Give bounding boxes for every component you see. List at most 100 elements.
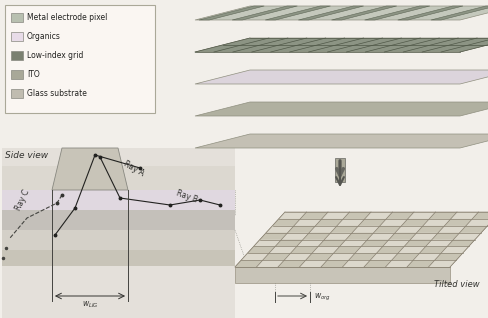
Polygon shape xyxy=(235,260,262,267)
Polygon shape xyxy=(247,246,275,253)
Polygon shape xyxy=(459,226,487,233)
Polygon shape xyxy=(364,6,429,20)
Polygon shape xyxy=(452,233,480,239)
Polygon shape xyxy=(311,246,339,253)
Polygon shape xyxy=(195,102,488,116)
Polygon shape xyxy=(195,38,488,52)
Polygon shape xyxy=(343,212,370,219)
Bar xyxy=(334,158,345,182)
Polygon shape xyxy=(235,267,449,283)
Polygon shape xyxy=(401,219,428,226)
Polygon shape xyxy=(361,239,388,246)
Polygon shape xyxy=(409,233,437,239)
Polygon shape xyxy=(331,6,396,20)
Polygon shape xyxy=(354,246,382,253)
Polygon shape xyxy=(419,246,447,253)
Polygon shape xyxy=(321,212,349,219)
Polygon shape xyxy=(298,6,363,20)
Polygon shape xyxy=(195,70,488,84)
Polygon shape xyxy=(235,212,488,267)
Text: Glass substrate: Glass substrate xyxy=(27,89,87,98)
Polygon shape xyxy=(431,233,459,239)
Polygon shape xyxy=(52,148,128,190)
Polygon shape xyxy=(232,6,297,20)
Text: Ray C: Ray C xyxy=(14,188,31,212)
Text: Tilted view: Tilted view xyxy=(433,280,479,289)
Polygon shape xyxy=(330,226,358,233)
Polygon shape xyxy=(388,233,416,239)
Polygon shape xyxy=(260,233,287,239)
Polygon shape xyxy=(305,253,333,260)
Text: Metal electrode pixel: Metal electrode pixel xyxy=(27,13,107,22)
Polygon shape xyxy=(364,212,392,219)
Polygon shape xyxy=(308,226,336,233)
Polygon shape xyxy=(241,253,268,260)
Polygon shape xyxy=(471,212,488,219)
Text: $w_{LIG}$: $w_{LIG}$ xyxy=(81,300,98,310)
Polygon shape xyxy=(447,239,474,246)
Text: ITO: ITO xyxy=(27,70,40,79)
Polygon shape xyxy=(265,226,293,233)
Polygon shape xyxy=(363,260,391,267)
Polygon shape xyxy=(324,233,351,239)
Polygon shape xyxy=(296,239,324,246)
Text: Side view: Side view xyxy=(5,151,48,160)
Polygon shape xyxy=(450,212,478,219)
Polygon shape xyxy=(440,246,468,253)
Polygon shape xyxy=(284,253,311,260)
Polygon shape xyxy=(437,226,465,233)
Polygon shape xyxy=(351,226,379,233)
Polygon shape xyxy=(299,260,326,267)
Bar xyxy=(5,5,155,113)
Text: Low-index grid: Low-index grid xyxy=(27,51,83,60)
Polygon shape xyxy=(382,239,409,246)
Polygon shape xyxy=(278,260,305,267)
Bar xyxy=(11,13,23,22)
Text: Ray B: Ray B xyxy=(175,189,198,205)
Polygon shape xyxy=(367,233,394,239)
Polygon shape xyxy=(253,239,281,246)
Polygon shape xyxy=(386,212,413,219)
Polygon shape xyxy=(315,219,343,226)
Polygon shape xyxy=(397,6,462,20)
Polygon shape xyxy=(369,253,397,260)
Polygon shape xyxy=(397,246,425,253)
Polygon shape xyxy=(256,260,284,267)
Text: Organics: Organics xyxy=(27,32,61,41)
Polygon shape xyxy=(425,239,452,246)
Bar xyxy=(11,51,23,60)
Bar xyxy=(11,32,23,41)
Polygon shape xyxy=(358,219,386,226)
Polygon shape xyxy=(275,239,303,246)
Polygon shape xyxy=(373,226,401,233)
Polygon shape xyxy=(333,246,361,253)
Polygon shape xyxy=(300,212,327,219)
Polygon shape xyxy=(427,260,455,267)
Polygon shape xyxy=(272,219,300,226)
Bar xyxy=(2,148,235,318)
Polygon shape xyxy=(346,233,373,239)
Bar xyxy=(2,166,235,190)
Polygon shape xyxy=(416,226,444,233)
Polygon shape xyxy=(281,233,308,239)
Polygon shape xyxy=(391,253,419,260)
Bar xyxy=(2,210,235,230)
Polygon shape xyxy=(278,212,306,219)
Polygon shape xyxy=(339,239,367,246)
Polygon shape xyxy=(262,253,290,260)
Polygon shape xyxy=(404,239,431,246)
Polygon shape xyxy=(422,219,450,226)
Polygon shape xyxy=(199,6,264,20)
Polygon shape xyxy=(412,253,440,260)
Text: $w_{org}$: $w_{org}$ xyxy=(313,292,330,302)
Polygon shape xyxy=(318,239,346,246)
Bar xyxy=(11,89,23,98)
Bar xyxy=(2,190,235,210)
Bar xyxy=(11,70,23,79)
Polygon shape xyxy=(407,212,435,219)
Bar xyxy=(2,250,235,266)
Polygon shape xyxy=(326,253,354,260)
Polygon shape xyxy=(376,246,404,253)
Polygon shape xyxy=(394,226,422,233)
Polygon shape xyxy=(336,219,364,226)
